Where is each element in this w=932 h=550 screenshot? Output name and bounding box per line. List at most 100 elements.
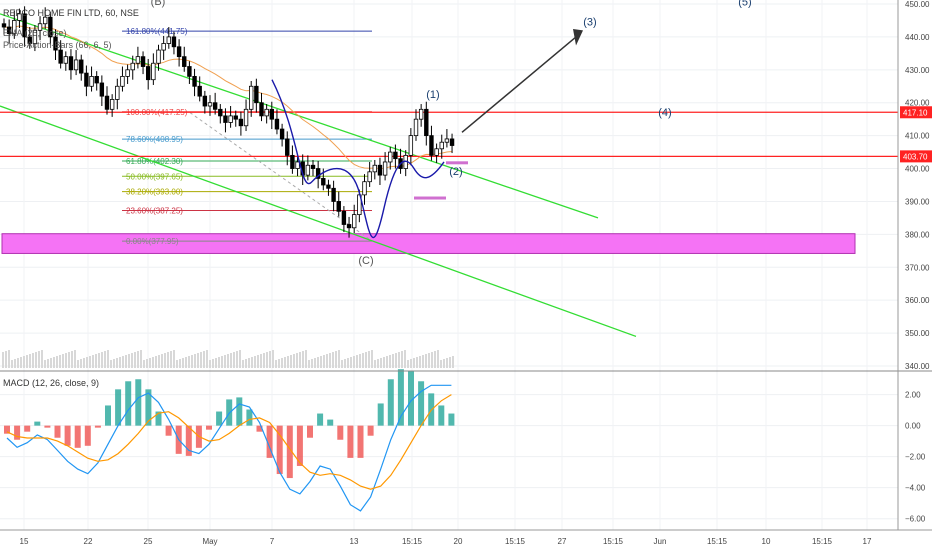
price-tick-label: 360.00 bbox=[905, 296, 930, 305]
candle-body bbox=[156, 49, 161, 64]
price-tick-label: 410.00 bbox=[905, 132, 930, 141]
macd-histogram-bar bbox=[317, 413, 324, 426]
volume-bar bbox=[230, 353, 232, 368]
time-tick-label: 27 bbox=[558, 537, 567, 546]
candle-body bbox=[120, 76, 125, 87]
time-tick-label: 17 bbox=[863, 537, 872, 546]
volume-bar bbox=[35, 352, 37, 368]
candle-body bbox=[449, 138, 455, 146]
volume-bar bbox=[101, 352, 103, 368]
candle-body bbox=[351, 214, 357, 229]
macd-histogram-bar bbox=[216, 411, 223, 426]
volume-bar bbox=[422, 355, 424, 368]
candle-body bbox=[223, 115, 228, 123]
signal-line bbox=[6, 394, 452, 490]
wave-label: (5) bbox=[738, 0, 751, 9]
candle-body bbox=[207, 102, 213, 107]
volume-bar bbox=[335, 351, 337, 368]
volume-bar bbox=[50, 358, 52, 368]
price-level-tag bbox=[900, 150, 932, 163]
volume-bar bbox=[437, 350, 439, 368]
volume-bar bbox=[239, 350, 241, 368]
candle-body bbox=[228, 115, 233, 123]
macd-histogram-bar bbox=[84, 425, 91, 446]
volume-bar bbox=[416, 357, 418, 368]
candle-body bbox=[424, 108, 429, 137]
macd-histogram-bar bbox=[387, 379, 394, 426]
time-tick-label: 15 bbox=[20, 537, 29, 546]
volume-bar bbox=[260, 354, 262, 368]
volume-bar bbox=[398, 352, 400, 368]
volume-bar bbox=[173, 350, 175, 368]
volume-bar bbox=[65, 353, 67, 368]
candle-body bbox=[331, 187, 336, 202]
volume-bar bbox=[254, 356, 256, 368]
projection-arrow bbox=[461, 36, 577, 133]
candle-body bbox=[341, 210, 347, 225]
resistance-levels: 417.10 403.70 bbox=[0, 106, 932, 163]
candle-body bbox=[279, 128, 285, 140]
candle-body bbox=[32, 29, 38, 44]
candle-body bbox=[305, 164, 311, 176]
volume-bar bbox=[281, 358, 283, 368]
volume-bar bbox=[278, 359, 280, 368]
volume-bar bbox=[209, 360, 211, 368]
fib-level-label: 0.00%(377.95) bbox=[126, 237, 179, 246]
candle-body bbox=[27, 36, 32, 44]
time-tick-label: 20 bbox=[454, 537, 463, 546]
volume-bar bbox=[293, 354, 295, 368]
volume-bar bbox=[269, 351, 271, 368]
time-tick-label: Jun bbox=[654, 537, 667, 546]
time-tick-label: 7 bbox=[270, 537, 275, 546]
fib-level-label: 161.80%(441.75) bbox=[126, 27, 188, 36]
volume-bar bbox=[74, 350, 76, 368]
price-tick-label: 390.00 bbox=[905, 197, 930, 206]
wave-label: (B) bbox=[151, 0, 166, 8]
candle-body bbox=[135, 56, 141, 64]
candle-body bbox=[104, 95, 110, 110]
volume-bar bbox=[89, 356, 91, 368]
candle-body bbox=[17, 13, 22, 21]
volume-bar bbox=[122, 356, 124, 368]
volume-bar bbox=[14, 359, 16, 368]
fib-level-label: 38.20%(393.00) bbox=[126, 188, 183, 197]
volume-bar bbox=[38, 351, 40, 368]
candle-body bbox=[12, 20, 17, 35]
macd-pane bbox=[4, 369, 455, 512]
volume-bar bbox=[179, 359, 181, 368]
macd-histogram-bar bbox=[286, 425, 293, 479]
volume-bar bbox=[194, 354, 196, 368]
volume-bar bbox=[428, 353, 430, 368]
macd-histogram-bar bbox=[54, 425, 61, 438]
volume-bar bbox=[338, 350, 340, 368]
volume-bar bbox=[242, 360, 244, 368]
volume-bar bbox=[251, 357, 253, 368]
volume-bar bbox=[311, 359, 313, 368]
volume-bar bbox=[41, 350, 43, 368]
candle-body bbox=[377, 164, 383, 176]
volume-bar bbox=[440, 360, 442, 368]
volume-bar bbox=[140, 350, 142, 368]
candle-body bbox=[145, 66, 151, 81]
volume-bar bbox=[350, 357, 352, 368]
volume-bar bbox=[212, 359, 214, 368]
candle-body bbox=[140, 56, 146, 67]
candle-body bbox=[68, 56, 74, 71]
volume-bar bbox=[407, 360, 409, 368]
macd-histogram-bar bbox=[236, 397, 243, 426]
macd-histogram-bar bbox=[256, 425, 263, 432]
volume-bar bbox=[317, 357, 319, 368]
candle-body bbox=[37, 23, 43, 31]
volume-bar bbox=[23, 356, 25, 368]
macd-histogram-bar bbox=[4, 425, 10, 434]
candle-body bbox=[388, 151, 393, 163]
macd-histogram-bar bbox=[185, 425, 192, 456]
fib-level-label: 78.60%(408.95) bbox=[126, 135, 183, 144]
macd-histogram-bar bbox=[327, 419, 334, 426]
macd-histogram-bar bbox=[377, 403, 384, 426]
wave-label: (2) bbox=[449, 166, 462, 178]
macd-line bbox=[6, 384, 452, 512]
volume-bar bbox=[359, 354, 361, 368]
